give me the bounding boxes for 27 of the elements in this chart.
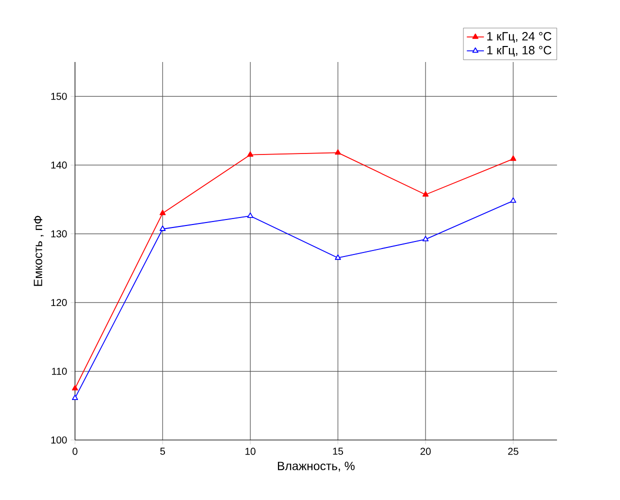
point bbox=[247, 212, 254, 218]
point bbox=[334, 149, 341, 155]
x-axis-title: Влажность, % bbox=[278, 462, 355, 472]
x-tick-label: 20 bbox=[420, 448, 431, 455]
point bbox=[160, 226, 166, 231]
point bbox=[510, 155, 516, 161]
y-tick-label: 100 bbox=[51, 436, 67, 444]
y-tick-label: 110 bbox=[52, 368, 67, 375]
y-tick-label: 150 bbox=[51, 92, 67, 100]
x-tick-label: 5 bbox=[160, 448, 165, 455]
point bbox=[422, 236, 429, 242]
y-axis-title: Емкость , пФ bbox=[34, 216, 44, 286]
point bbox=[334, 254, 341, 260]
point bbox=[247, 151, 254, 157]
x-tick-label: 15 bbox=[333, 448, 344, 455]
point bbox=[160, 210, 166, 216]
point bbox=[422, 191, 429, 197]
x-tick-label: 10 bbox=[245, 448, 256, 455]
x-tick-label: 25 bbox=[508, 448, 518, 455]
y-tick-label: 130 bbox=[51, 230, 67, 238]
x-tick-label: 0 bbox=[72, 448, 78, 455]
point bbox=[72, 385, 78, 390]
point bbox=[510, 197, 516, 203]
legend-label: 1 кГц, 24 °C bbox=[487, 32, 552, 43]
y-tick-label: 140 bbox=[51, 162, 67, 169]
legend-label: 1 кГц, 18 °C bbox=[487, 46, 552, 57]
y-tick-label: 120 bbox=[51, 299, 67, 306]
